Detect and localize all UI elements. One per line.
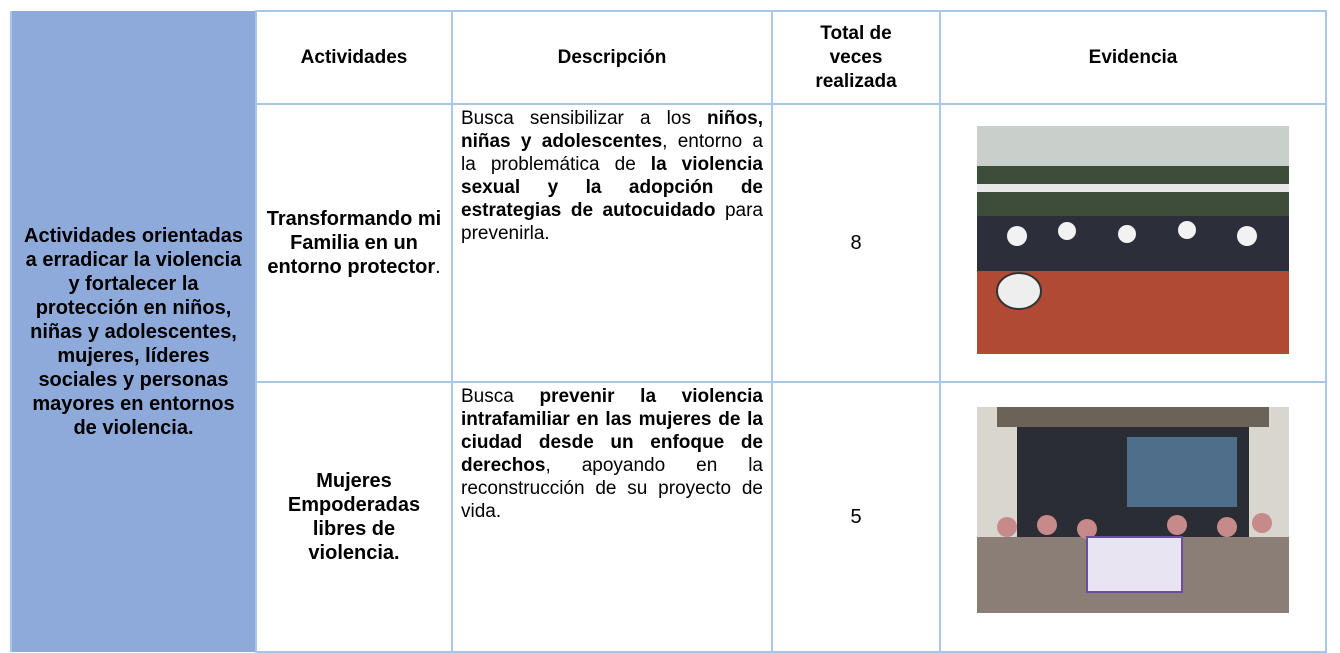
text-run: niños, niñas y adolescentes xyxy=(461,108,763,152)
total-cell: 5 xyxy=(771,381,941,653)
header-row: Actividades orientadas a erradicar la vi… xyxy=(10,10,1327,652)
activity-cell: Transformando mi Familia en un entorno p… xyxy=(255,103,453,383)
evidence-photo xyxy=(977,407,1289,613)
text-run: Mujeres Empoderadas libres de violencia. xyxy=(287,470,421,564)
text-run: la violencia sexual y la adopción de est… xyxy=(461,154,763,221)
header-text: Total de veces realizada xyxy=(815,22,897,92)
text-run: . xyxy=(435,256,441,278)
header-cell: Actividades xyxy=(255,10,453,105)
side-label: Actividades orientadas a erradicar la vi… xyxy=(10,11,257,652)
activities-table: Actividades orientadas a erradicar la vi… xyxy=(10,10,1327,653)
description-cell: Busca prevenir la violencia intrafamilia… xyxy=(451,381,773,653)
text-run: Busca xyxy=(461,386,540,407)
table-row: Transformando mi Familia en un entorno p… xyxy=(11,103,1327,383)
table-row: Mujeres Empoderadas libres de violencia.… xyxy=(11,381,1327,653)
evidence-cell xyxy=(939,381,1327,653)
text-run: prevenir la violencia intrafamiliar en l… xyxy=(461,386,764,476)
text-run: Busca sensibilizar a los xyxy=(461,108,708,129)
header-cell: Descripción xyxy=(451,10,773,105)
description-cell: Busca sensibilizar a los niños, niñas y … xyxy=(451,103,773,383)
text-run: , apoyando en la reconstrucción de su pr… xyxy=(461,455,763,522)
header-cell: Total de veces realizada xyxy=(771,10,941,105)
header-cell: Evidencia xyxy=(939,10,1327,105)
evidence-cell xyxy=(939,103,1327,383)
total-cell: 8 xyxy=(771,103,941,383)
evidence-photo xyxy=(977,126,1289,354)
text-run: para prevenirla. xyxy=(461,200,763,244)
text-run: , entorno a la problemática de xyxy=(461,131,763,175)
text-run: Transformando mi Familia en un entorno p… xyxy=(266,208,442,278)
activity-cell: Mujeres Empoderadas libres de violencia. xyxy=(255,381,453,653)
